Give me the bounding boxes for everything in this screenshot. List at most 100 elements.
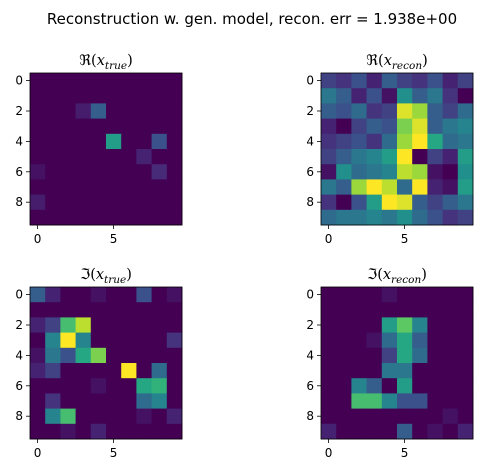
- heatmap-cell: [166, 393, 183, 409]
- heatmap-cell: [30, 133, 46, 150]
- heatmap-cell: [397, 332, 413, 349]
- heatmap-cell: [121, 103, 137, 119]
- heatmap-cell: [336, 149, 352, 165]
- heatmap-cell: [90, 194, 107, 211]
- heatmap-cell: [151, 332, 168, 349]
- axes-frame: [320, 72, 474, 226]
- heatmap-cell: [321, 179, 337, 195]
- heatmap-cell: [45, 393, 61, 409]
- heatmap-cell: [321, 363, 337, 379]
- heatmap-cell: [427, 88, 443, 104]
- heatmap-cell: [106, 103, 122, 119]
- heatmap-cell: [366, 179, 383, 195]
- heatmap-cell: [366, 363, 383, 379]
- heatmap-cell: [121, 287, 137, 303]
- heatmap-cell: [60, 73, 76, 89]
- heatmap-cell: [366, 378, 383, 394]
- axes-frame: [29, 72, 183, 226]
- heatmap-cell: [336, 347, 352, 364]
- panel-title: ℜ(xrecon): [366, 53, 428, 72]
- heatmap-cell: [106, 423, 122, 440]
- heatmap-cell: [151, 194, 168, 211]
- heatmap-cell: [381, 73, 398, 89]
- heatmap-cell: [75, 149, 92, 165]
- panel-title: ℜ(xtrue): [79, 53, 133, 72]
- heatmap-cell: [457, 408, 474, 425]
- heatmap-cell: [457, 347, 474, 364]
- heatmap-cell: [442, 149, 459, 165]
- heatmap-cell: [45, 194, 61, 211]
- heatmap-cell: [351, 209, 367, 226]
- heatmap-cell: [381, 408, 398, 425]
- heatmap-cell: [151, 363, 168, 379]
- heatmap-cell: [366, 317, 383, 333]
- heatmap-cell: [351, 287, 367, 303]
- heatmap-cell: [457, 118, 474, 135]
- heatmap-cell: [427, 164, 443, 180]
- heatmap-cell: [336, 408, 352, 425]
- heatmap-cell: [427, 423, 443, 440]
- heatmap-cell: [427, 194, 443, 211]
- heatmap-cell: [121, 408, 137, 425]
- heatmap-cell: [106, 209, 122, 226]
- heatmap-cell: [427, 332, 443, 349]
- heatmap-cell: [412, 302, 428, 318]
- heatmap-cell: [60, 332, 76, 349]
- title-paren-open: (: [90, 267, 96, 283]
- heatmap-cell: [351, 88, 367, 104]
- heatmap-cell: [121, 164, 137, 180]
- heatmap-cell: [45, 164, 61, 180]
- panel-title: ℑ(xtrue): [80, 267, 132, 286]
- heatmap-cell: [427, 317, 443, 333]
- heatmap-cell: [90, 378, 107, 394]
- y-tick-label: 6: [306, 165, 314, 179]
- heatmap-cell: [381, 317, 398, 333]
- heatmap-cell: [366, 103, 383, 119]
- heatmap-cell: [75, 302, 92, 318]
- heatmap-cell: [121, 302, 137, 318]
- heatmap-cell: [106, 363, 122, 379]
- heatmap-cell: [136, 194, 152, 211]
- y-tick-label: 8: [15, 409, 23, 423]
- heatmap-cell: [136, 103, 152, 119]
- y-tick-label: 4: [15, 134, 23, 148]
- heatmap-cell: [336, 423, 352, 440]
- heatmap-cell: [106, 88, 122, 104]
- heatmap-cell: [151, 317, 168, 333]
- heatmap-cell: [151, 302, 168, 318]
- heatmap-cell: [366, 73, 383, 89]
- heatmap-cell: [381, 194, 398, 211]
- heatmap-cell: [60, 164, 76, 180]
- y-tick-label: 6: [15, 165, 23, 179]
- heatmap-cell: [336, 302, 352, 318]
- heatmap-cell: [397, 317, 413, 333]
- heatmap-cell: [336, 88, 352, 104]
- heatmap-cell: [151, 118, 168, 135]
- title-paren-close: ): [127, 53, 133, 69]
- heatmap-cell: [442, 133, 459, 150]
- heatmap-cell: [442, 73, 459, 89]
- heatmap-panel: ℑ(xtrue) 0 5 0 2 4 6 8: [15, 267, 183, 460]
- heatmap-cell: [397, 347, 413, 364]
- heatmap-cell: [427, 347, 443, 364]
- heatmap-cell: [121, 347, 137, 364]
- heatmap-cell: [427, 408, 443, 425]
- heatmap-cell: [427, 209, 443, 226]
- heatmap-cell: [457, 378, 474, 394]
- heatmap-cell: [336, 332, 352, 349]
- heatmap-cell: [427, 287, 443, 303]
- axes-frame: [320, 286, 474, 440]
- y-tick-label: 4: [15, 348, 23, 362]
- heatmap-cell: [151, 164, 168, 180]
- heatmap-cell: [397, 179, 413, 195]
- heatmap-cell: [166, 88, 183, 104]
- heatmap-cell: [30, 423, 46, 440]
- heatmap-cell: [60, 423, 76, 440]
- heatmap-cell: [442, 347, 459, 364]
- heatmap-cell: [166, 103, 183, 119]
- heatmap-cell: [397, 287, 413, 303]
- heatmap-cell: [351, 179, 367, 195]
- heatmap-cell: [136, 73, 152, 89]
- heatmap-cell: [321, 347, 337, 364]
- figure-suptitle: Reconstruction w. gen. model, recon. err…: [47, 10, 457, 28]
